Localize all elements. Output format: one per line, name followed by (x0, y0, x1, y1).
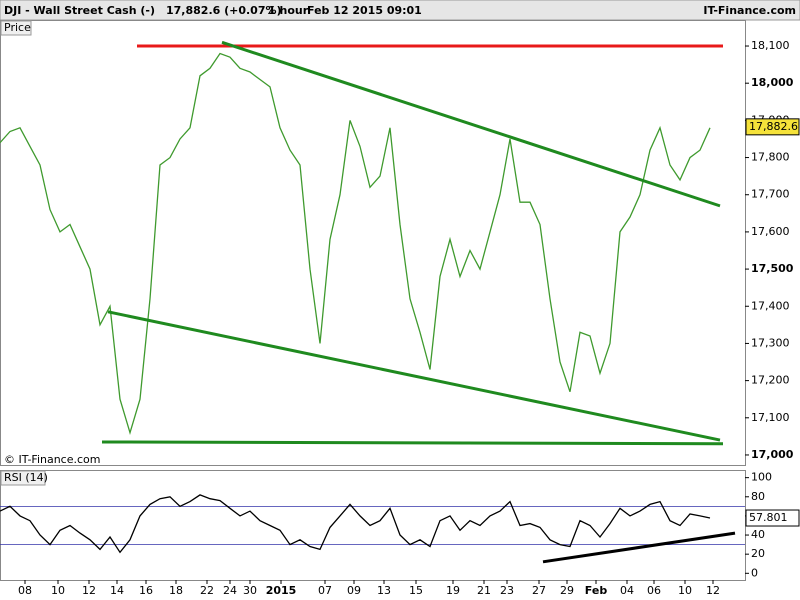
x-tick-label: 12 (706, 584, 720, 597)
last-value-label: 17,882.6 (749, 120, 798, 133)
x-tick-label: 14 (110, 584, 124, 597)
price-frame (0, 20, 746, 466)
x-tick-label: 15 (409, 584, 423, 597)
last-value-box (745, 118, 800, 136)
watermark: © IT-Finance.com (4, 453, 101, 466)
x-tick-label: 30 (243, 584, 257, 597)
timestamp: Feb 12 2015 09:01 (307, 4, 422, 17)
y-tick-label: 17,500 (751, 262, 794, 275)
x-tick-label: 10 (678, 584, 692, 597)
series-line (0, 52, 711, 435)
last-value-box (745, 509, 800, 527)
panel-label-box (0, 470, 46, 486)
header: DJI - Wall Street Cash (-) 17,882.6 (+0.… (0, 0, 800, 21)
x-tick-label: 10 (51, 584, 65, 597)
trendline (221, 40, 721, 208)
series-line (0, 494, 711, 554)
x-tick-label: 22 (200, 584, 214, 597)
trendline (542, 531, 736, 564)
y-tick-label: 17,000 (751, 448, 794, 461)
y-tick-label: 18,100 (751, 39, 790, 52)
quote: 17,882.6 (+0.07%) (166, 4, 282, 17)
y-tick-label: 40 (751, 528, 765, 541)
x-tick-label: 27 (532, 584, 546, 597)
x-tick-label: 19 (446, 584, 460, 597)
x-tick-label: 04 (620, 584, 634, 597)
trendline (101, 440, 724, 446)
panel-label: Price (4, 21, 31, 34)
y-tick-label: 17,600 (751, 225, 790, 238)
y-tick-label: 17,400 (751, 299, 790, 312)
panel-label: RSI (14) (4, 471, 48, 484)
x-tick-label: 12 (82, 584, 96, 597)
last-value-label: 57.801 (749, 511, 788, 524)
x-tick-label: 24 (223, 584, 237, 597)
x-tick-label: 18 (169, 584, 183, 597)
x-tick-label: 06 (647, 584, 661, 597)
trendline (107, 310, 721, 442)
x-tick-label: 07 (318, 584, 332, 597)
y-tick-label: 0 (751, 566, 758, 579)
instrument: DJI - Wall Street Cash (-) (4, 4, 155, 17)
y-tick-label: 17,800 (751, 151, 790, 164)
x-tick-label: 23 (500, 584, 514, 597)
y-tick-label: 20 (751, 547, 765, 560)
y-tick-label: 17,200 (751, 374, 790, 387)
x-tick-label: Feb (585, 584, 608, 597)
panel-label-box (0, 20, 32, 36)
y-tick-label: 18,000 (751, 76, 794, 89)
interval: 1 hour (268, 4, 309, 17)
y-tick-label: 17,700 (751, 188, 790, 201)
brand: IT-Finance.com (703, 4, 796, 17)
x-tick-label: 2015 (266, 584, 297, 597)
x-tick-label: 29 (560, 584, 574, 597)
y-tick-label: 100 (751, 471, 772, 484)
x-tick-label: 09 (347, 584, 361, 597)
y-tick-label: 17,100 (751, 411, 790, 424)
y-tick-label: 17,300 (751, 336, 790, 349)
x-tick-label: 21 (477, 584, 491, 597)
x-tick-label: 08 (18, 584, 32, 597)
y-tick-label: 80 (751, 490, 765, 503)
x-tick-label: 13 (377, 584, 391, 597)
x-tick-label: 16 (139, 584, 153, 597)
